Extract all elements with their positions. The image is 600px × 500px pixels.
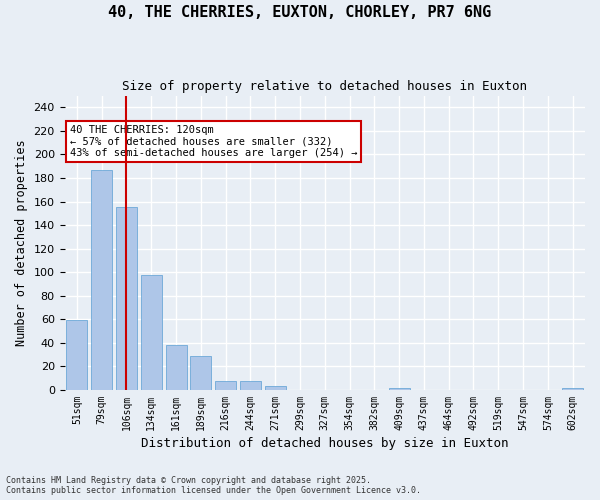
- Bar: [190, 356, 211, 390]
- Text: 40 THE CHERRIES: 120sqm
← 57% of detached houses are smaller (332)
43% of semi-d: 40 THE CHERRIES: 120sqm ← 57% of detache…: [70, 125, 357, 158]
- Text: 40, THE CHERRIES, EUXTON, CHORLEY, PR7 6NG: 40, THE CHERRIES, EUXTON, CHORLEY, PR7 6…: [109, 5, 491, 20]
- Bar: [67, 320, 88, 390]
- X-axis label: Distribution of detached houses by size in Euxton: Distribution of detached houses by size …: [141, 437, 509, 450]
- Bar: [91, 170, 112, 390]
- Text: Contains HM Land Registry data © Crown copyright and database right 2025.
Contai: Contains HM Land Registry data © Crown c…: [6, 476, 421, 495]
- Y-axis label: Number of detached properties: Number of detached properties: [15, 140, 28, 346]
- Bar: [141, 274, 162, 390]
- Bar: [562, 388, 583, 390]
- Bar: [389, 388, 410, 390]
- Bar: [240, 380, 261, 390]
- Bar: [116, 208, 137, 390]
- Title: Size of property relative to detached houses in Euxton: Size of property relative to detached ho…: [122, 80, 527, 93]
- Bar: [166, 345, 187, 390]
- Bar: [215, 380, 236, 390]
- Bar: [265, 386, 286, 390]
